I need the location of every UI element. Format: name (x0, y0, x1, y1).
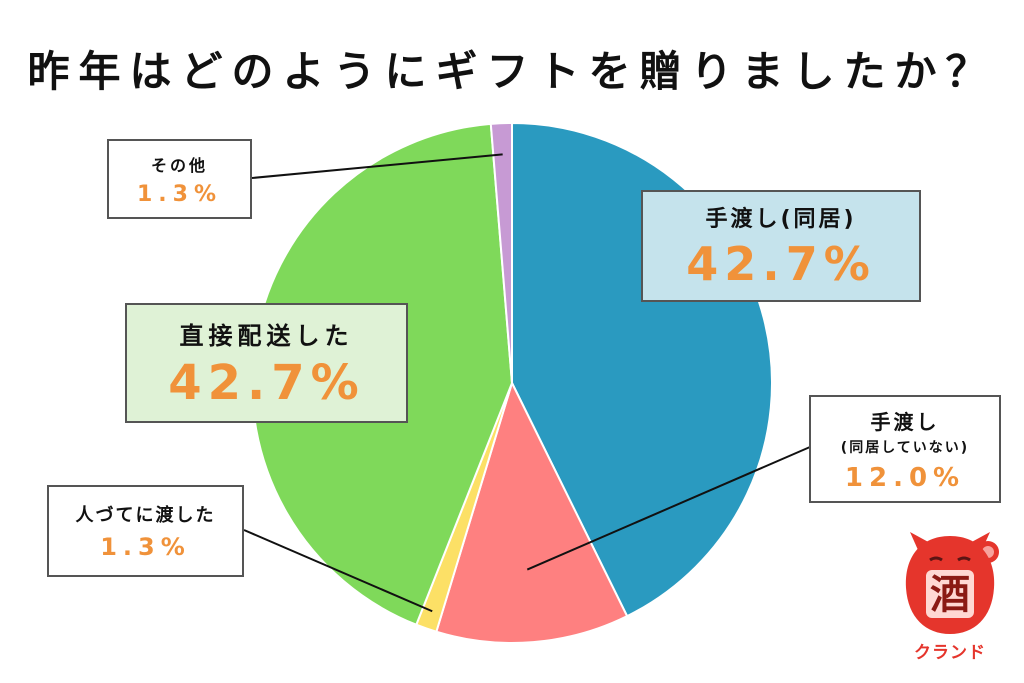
label-box-direct: 直接配送した 42.7% (125, 303, 408, 423)
slice-sublabel-hand-separate: (同居していない) (840, 439, 970, 456)
leader-line-via-person (243, 529, 433, 613)
leader-line-other (251, 153, 503, 179)
slice-value-hand-cohab: 42.7% (686, 237, 876, 291)
label-box-via-person: 人づてに渡した 1.3% (47, 485, 244, 577)
maneki-neko-sake-icon: 酒 (905, 532, 999, 634)
brand-logo: 酒 クランド (900, 530, 1000, 665)
label-box-hand-separate: 手渡し (同居していない) 12.0% (809, 395, 1001, 503)
slice-label-other: その他 (150, 155, 208, 175)
label-box-other: その他 1.3% (107, 139, 252, 219)
slice-label-via-person: 人づてに渡した (75, 505, 216, 526)
label-box-hand-cohab: 手渡し(同居) 42.7% (641, 190, 921, 302)
slice-value-direct: 42.7% (168, 354, 365, 411)
slice-label-hand-cohab: 手渡し(同居) (705, 207, 857, 232)
slice-value-other: 1.3% (136, 181, 222, 207)
pie-slice-other (489, 121, 513, 384)
logo-glyph: 酒 (930, 572, 970, 618)
leader-line-hand-separate (526, 446, 811, 571)
slice-value-via-person: 1.3% (100, 533, 191, 561)
pie-slice-hand-separate (435, 380, 629, 644)
chart-title: 昨年はどのようにギフトを贈りましたか？ (27, 47, 997, 96)
slice-value-hand-separate: 12.0% (844, 462, 966, 493)
slice-label-hand-separate: 手渡し (870, 409, 940, 434)
logo-text: クランド (914, 643, 986, 663)
slice-label-direct: 直接配送した (179, 321, 354, 350)
